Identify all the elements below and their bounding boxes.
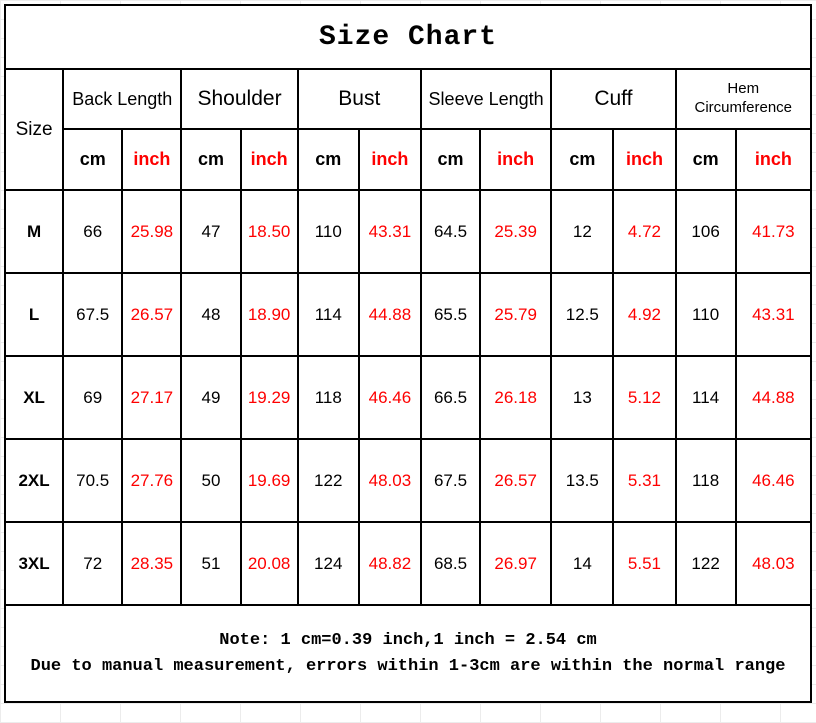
cell-value-cm: 114	[296, 272, 360, 357]
cell-value-inch: 25.79	[479, 272, 553, 357]
cell-value-inch: 5.12	[612, 355, 677, 440]
unit-header-cm: cm	[296, 128, 360, 191]
cell-value-inch: 18.50	[239, 189, 299, 274]
size-label: XL	[3, 355, 65, 440]
cell-value-cm: 65.5	[419, 272, 482, 357]
cell-value-cm: 67.5	[419, 438, 482, 523]
cell-value-cm: 12.5	[550, 272, 615, 357]
cell-value-inch: 48.03	[357, 438, 422, 523]
unit-header-cm: cm	[180, 128, 242, 191]
cell-value-cm: 110	[296, 189, 360, 274]
cell-value-inch: 43.31	[357, 189, 422, 274]
cell-value-inch: 18.90	[239, 272, 299, 357]
size-chart-table: Size Chart Size Back Length Shoulder Bus…	[3, 4, 813, 703]
cell-value-inch: 19.29	[239, 355, 299, 440]
cell-value-cm: 122	[674, 521, 737, 606]
cell-value-inch: 26.57	[479, 438, 553, 523]
cell-value-cm: 13.5	[550, 438, 615, 523]
unit-header-cm: cm	[62, 128, 124, 191]
chart-title: Size Chart	[4, 4, 812, 70]
cell-value-inch: 41.73	[734, 189, 813, 274]
note-line-1: Note: 1 cm=0.39 inch,1 inch = 2.54 cm	[219, 630, 597, 650]
unit-header-inch: inch	[734, 128, 813, 191]
cell-value-cm: 51	[180, 521, 242, 606]
cell-value-cm: 72	[62, 521, 124, 606]
unit-header-inch: inch	[239, 128, 299, 191]
unit-header-cm: cm	[419, 128, 482, 191]
cell-value-inch: 26.97	[479, 521, 553, 606]
cell-value-cm: 66	[62, 189, 124, 274]
cell-value-inch: 46.46	[357, 355, 422, 440]
cell-value-inch: 4.72	[612, 189, 677, 274]
cell-value-cm: 49	[180, 355, 242, 440]
cell-value-inch: 48.03	[734, 521, 813, 606]
unit-header-inch: inch	[612, 128, 677, 191]
cell-value-inch: 44.88	[357, 272, 422, 357]
cell-value-inch: 48.82	[357, 521, 422, 606]
cell-value-inch: 27.76	[121, 438, 183, 523]
col-group-back-length: Back Length	[62, 68, 183, 130]
size-label: 2XL	[3, 438, 65, 523]
unit-header-cm: cm	[550, 128, 615, 191]
cell-value-cm: 66.5	[419, 355, 482, 440]
cell-value-inch: 19.69	[239, 438, 299, 523]
header-unit-row: cm inch cm inch cm inch cm inch cm inch …	[5, 128, 813, 191]
cell-value-inch: 26.18	[479, 355, 553, 440]
size-label: L	[3, 272, 65, 357]
cell-value-inch: 5.31	[612, 438, 677, 523]
unit-header-inch: inch	[121, 128, 183, 191]
cell-value-cm: 12	[550, 189, 615, 274]
col-group-cuff: Cuff	[550, 68, 677, 130]
cell-value-cm: 122	[296, 438, 360, 523]
cell-value-cm: 14	[550, 521, 615, 606]
cell-value-inch: 28.35	[121, 521, 183, 606]
cell-value-inch: 46.46	[734, 438, 813, 523]
cell-value-cm: 13	[550, 355, 615, 440]
note-cell: Note: 1 cm=0.39 inch,1 inch = 2.54 cm Du…	[4, 604, 812, 703]
unit-header-inch: inch	[479, 128, 553, 191]
cell-value-inch: 4.92	[612, 272, 677, 357]
size-label: M	[3, 189, 65, 274]
cell-value-cm: 69	[62, 355, 124, 440]
col-group-bust: Bust	[296, 68, 422, 130]
table-row-2xl: 2XL 70.5 27.76 50 19.69 122 48.03 67.5 2…	[3, 438, 813, 523]
col-header-size: Size	[3, 68, 65, 191]
table-row-xl: XL 69 27.17 49 19.29 118 46.46 66.5 26.1…	[3, 355, 813, 440]
cell-value-cm: 47	[180, 189, 242, 274]
cell-value-cm: 48	[180, 272, 242, 357]
table-row-m: M 66 25.98 47 18.50 110 43.31 64.5 25.39…	[3, 189, 813, 274]
cell-value-inch: 27.17	[121, 355, 183, 440]
cell-value-inch: 20.08	[239, 521, 299, 606]
cell-value-inch: 5.51	[612, 521, 677, 606]
cell-value-cm: 64.5	[419, 189, 482, 274]
cell-value-inch: 26.57	[121, 272, 183, 357]
cell-value-cm: 118	[296, 355, 360, 440]
cell-value-cm: 67.5	[62, 272, 124, 357]
cell-value-cm: 70.5	[62, 438, 124, 523]
title-row: Size Chart	[4, 4, 812, 70]
unit-header-cm: cm	[674, 128, 737, 191]
size-label: 3XL	[3, 521, 65, 606]
note-line-2: Due to manual measurement, errors within…	[30, 656, 786, 676]
cell-value-inch: 44.88	[734, 355, 813, 440]
page-background: { "chart_data": { "type": "table", "titl…	[0, 4, 816, 723]
cell-value-cm: 124	[296, 521, 360, 606]
table-row-l: L 67.5 26.57 48 18.90 114 44.88 65.5 25.…	[3, 272, 813, 357]
cell-value-cm: 68.5	[419, 521, 482, 606]
table-row-3xl: 3XL 72 28.35 51 20.08 124 48.82 68.5 26.…	[3, 521, 813, 606]
cell-value-inch: 25.39	[479, 189, 553, 274]
unit-header-inch: inch	[357, 128, 422, 191]
cell-value-cm: 50	[180, 438, 242, 523]
cell-value-cm: 114	[674, 355, 737, 440]
col-group-sleeve-length: Sleeve Length	[419, 68, 553, 130]
col-group-shoulder: Shoulder	[180, 68, 299, 130]
cell-value-inch: 25.98	[121, 189, 183, 274]
cell-value-inch: 43.31	[734, 272, 813, 357]
col-group-hem-circumference: Hem Circumference	[674, 68, 813, 130]
header-group-row: Size Back Length Shoulder Bust Sleeve Le…	[3, 68, 813, 191]
cell-value-cm: 106	[674, 189, 737, 274]
cell-value-cm: 110	[674, 272, 737, 357]
note-row: Note: 1 cm=0.39 inch,1 inch = 2.54 cm Du…	[4, 604, 812, 703]
cell-value-cm: 118	[674, 438, 737, 523]
